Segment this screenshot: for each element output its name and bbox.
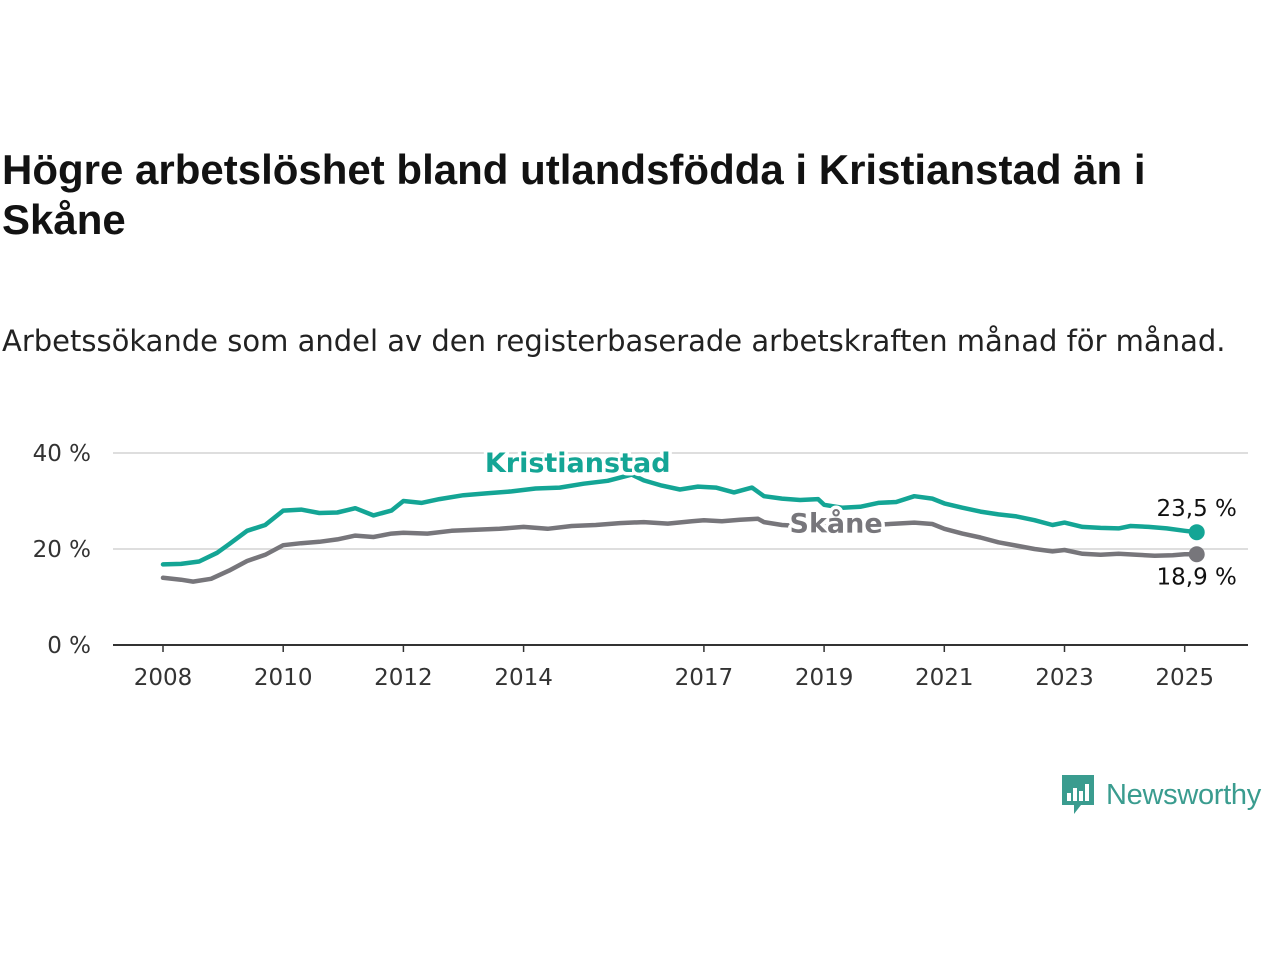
x-tick-label: 2010 [254, 665, 313, 691]
chart-subtitle: Arbetssökande som andel av den registerb… [2, 324, 1226, 358]
series-line-kristianstad [160, 472, 1199, 567]
x-tick-label: 2025 [1155, 665, 1214, 691]
series-end-value-label: 18,9 % [1157, 564, 1237, 590]
x-tick-label: 2017 [675, 665, 734, 691]
line-chart: 0 % 20 % 40 % 2008 2010 2012 2014 2017 2019 2021 2… [33, 441, 1248, 691]
y-tick-label: 20 % [33, 537, 91, 563]
x-tick-label: 2019 [795, 665, 854, 691]
y-tick-label: 40 % [33, 441, 91, 467]
series-line-skne [160, 516, 1199, 584]
series-end-dot [1188, 524, 1205, 541]
x-tick-label: 2014 [494, 665, 553, 691]
series-name-label: Skåne [790, 508, 883, 540]
x-tick-label: 2008 [134, 665, 193, 691]
y-tick-label: 0 % [47, 633, 91, 659]
series-end-value-label: 23,5 % [1157, 496, 1237, 522]
series-lines [160, 472, 1205, 584]
series-end-dot [1188, 546, 1205, 563]
newsworthy-chart-bubble-icon [1062, 775, 1094, 814]
chart-title: Högre arbetslöshet bland utlandsfödda i … [2, 146, 1146, 243]
axes: 0 % 20 % 40 % 2008 2010 2012 2014 2017 2019 2021 2… [33, 441, 1248, 691]
x-tick-label: 2012 [374, 665, 433, 691]
series-labels: Kristianstad Skåne 23,5 % 18,9 % [481, 445, 1239, 593]
newsworthy-logo: Newsworthy [1060, 772, 1261, 818]
newsworthy-wordmark: Newsworthy [1106, 778, 1261, 811]
series-name-label: Kristianstad [485, 448, 671, 479]
grid-lines [113, 452, 1248, 550]
x-tick-label: 2023 [1035, 665, 1094, 691]
x-tick-label: 2021 [915, 665, 974, 691]
